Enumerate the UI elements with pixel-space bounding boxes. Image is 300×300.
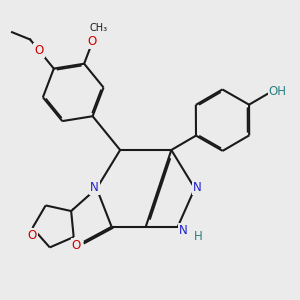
Text: O: O	[72, 238, 81, 252]
Text: N: N	[193, 181, 201, 194]
Text: N: N	[178, 224, 187, 237]
Text: O: O	[88, 35, 97, 48]
Text: O: O	[28, 229, 37, 242]
Text: CH₃: CH₃	[90, 23, 108, 33]
Text: O: O	[34, 44, 43, 57]
Text: OH: OH	[269, 85, 287, 98]
Text: N: N	[90, 181, 99, 194]
Text: H: H	[194, 230, 203, 243]
